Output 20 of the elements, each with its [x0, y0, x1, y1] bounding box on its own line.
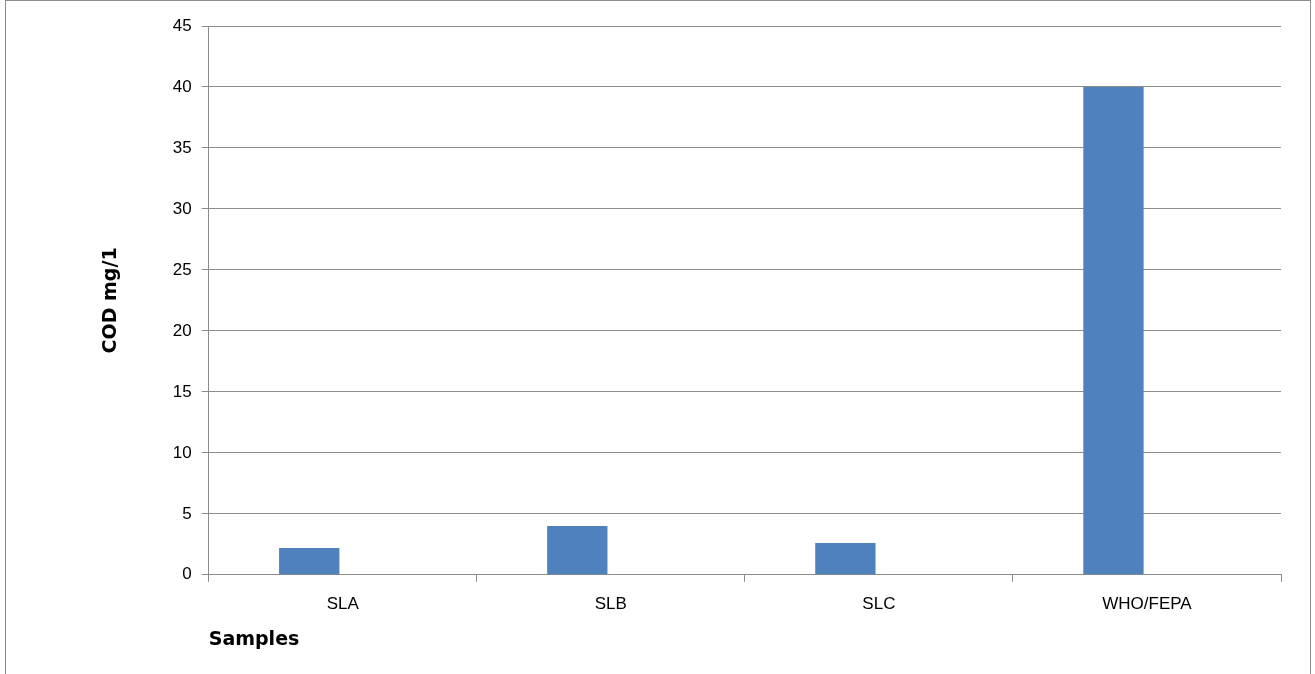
bar — [815, 543, 876, 575]
y-tick-label: 0 — [182, 564, 192, 584]
y-tick-label: 25 — [172, 259, 192, 279]
x-tick-label: SLB — [594, 593, 627, 613]
y-tick-label: 20 — [172, 320, 192, 340]
y-tick-label: 45 — [172, 15, 192, 35]
y-axis-title: COD mg/1 — [98, 247, 121, 354]
y-tick-label: 40 — [172, 76, 192, 96]
x-tick-label: SLC — [862, 593, 896, 613]
y-tick-label: 15 — [172, 381, 192, 401]
y-tick-label: 10 — [172, 442, 192, 462]
y-tick-label: 35 — [172, 137, 192, 157]
x-tick-label: SLA — [326, 593, 360, 613]
y-tick-label: 30 — [172, 198, 192, 218]
x-tick-label: WHO/FEPA — [1102, 593, 1193, 613]
bar — [547, 526, 608, 575]
bar — [279, 547, 340, 575]
bar — [1083, 86, 1144, 575]
y-tick-label: 5 — [182, 503, 192, 523]
x-axis-title: Samples — [208, 626, 300, 649]
